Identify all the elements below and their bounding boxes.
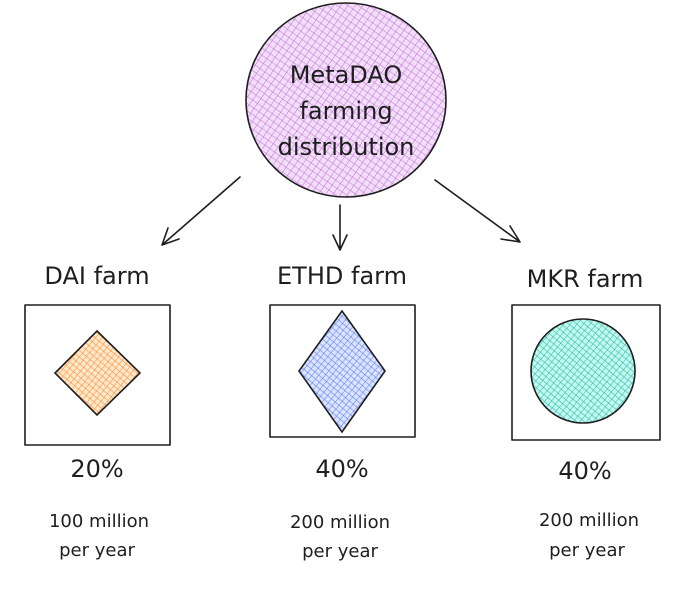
root-label: distribution [278,133,415,161]
circle-icon [530,318,636,424]
farm-share: 40% [558,457,611,485]
farm-share: 20% [70,455,123,483]
farm-box [24,304,171,446]
root-label: MetaDAO [290,61,403,89]
arrow [161,176,521,251]
farm-name: MKR farm [527,265,644,293]
diamond-icon [298,309,386,434]
farm-name: DAI farm [44,262,149,290]
farm-amount: 200 million [290,512,390,533]
diamond-icon [53,329,142,417]
farm-amount: per year [302,541,378,562]
root-label: farming [299,97,392,125]
farm-box [269,304,416,438]
farm-name: ETHD farm [277,262,407,290]
farm-amount: per year [549,540,625,561]
root-node [245,2,447,198]
farm-amount: per year [59,540,135,561]
farm-box [511,304,661,441]
farm-share: 40% [315,455,368,483]
farm-amount: 200 million [539,510,639,531]
farm-amount: 100 million [49,511,149,532]
